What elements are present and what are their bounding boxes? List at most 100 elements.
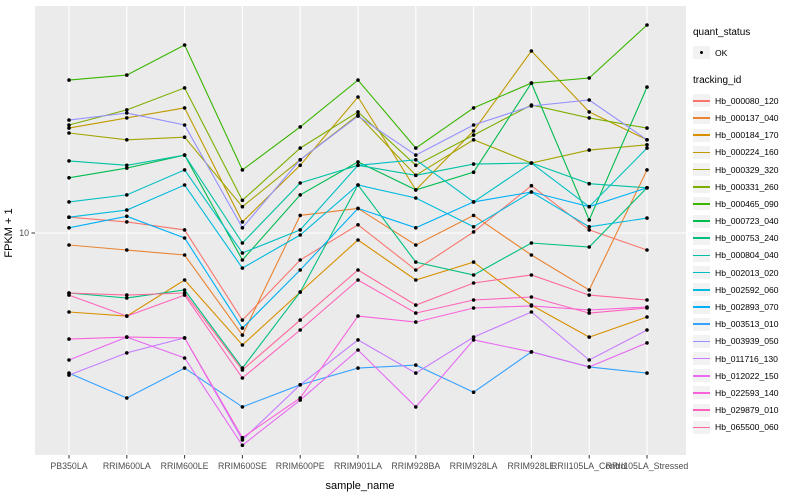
data-point (471, 170, 476, 174)
series-color-swatch (693, 94, 710, 108)
data-point (356, 95, 360, 99)
legend-item-label: Hb_002893_070 (715, 302, 779, 313)
data-point (587, 308, 591, 312)
data-point (587, 225, 591, 229)
data-point (587, 181, 591, 186)
series-line-icon (693, 409, 710, 411)
data-point (414, 226, 418, 230)
data-point (182, 356, 187, 360)
plot-panel (35, 6, 686, 455)
x-tick-label: RRIM600LE (161, 461, 209, 471)
legend-item-ok: OK (693, 44, 799, 61)
legend-item-label: Hb_003939_050 (715, 336, 779, 347)
data-point (587, 335, 591, 339)
series-color-swatch (693, 317, 710, 331)
data-point (240, 204, 245, 209)
data-point (587, 110, 591, 114)
series-color-swatch (693, 352, 710, 366)
data-point (182, 366, 187, 370)
legend-item-label: Hb_002013_020 (715, 267, 779, 278)
data-point (471, 335, 476, 339)
legend-item: Hb_000329_320 (693, 161, 799, 178)
y-tick-label: 10 (19, 228, 29, 238)
data-point (645, 23, 649, 27)
data-point (529, 253, 534, 257)
data-point (125, 293, 129, 297)
data-point (471, 230, 476, 234)
data-point (356, 183, 360, 187)
series-line-icon (693, 185, 710, 188)
data-point (67, 337, 71, 341)
data-point (125, 220, 129, 224)
data-point (587, 148, 591, 152)
legend-title-quant-status: quant_status (693, 27, 751, 38)
data-point (240, 220, 245, 224)
data-point (182, 183, 187, 187)
data-point (356, 78, 360, 82)
data-point (125, 163, 129, 168)
series-line-icon (693, 323, 710, 326)
data-point (414, 371, 418, 375)
data-point (67, 215, 71, 219)
legend-item-label: OK (715, 47, 728, 58)
x-tick-label: PB350LA (50, 461, 87, 471)
legend-item-label: Hb_000753_240 (715, 233, 779, 244)
data-point (125, 214, 129, 219)
data-point (645, 126, 649, 130)
legend-item: Hb_002592_060 (693, 281, 799, 298)
data-point (414, 243, 418, 247)
series-line-icon (693, 99, 710, 102)
series-color-swatch (693, 180, 710, 194)
data-point (414, 268, 418, 272)
series-color-swatch (693, 163, 710, 177)
data-point (414, 260, 418, 264)
series-line-icon (693, 117, 710, 119)
legend-item: Hb_000080_120 (693, 92, 799, 109)
data-point (125, 166, 129, 170)
data-point (645, 328, 649, 332)
x-tick-label: RRIM928LA (450, 461, 498, 471)
data-point (67, 373, 71, 377)
legend-item: Hb_000804_040 (693, 247, 799, 264)
data-point (240, 343, 245, 347)
legend-item: Hb_000184_170 (693, 127, 799, 144)
data-point (645, 186, 649, 190)
legend-item-label: Hb_003513_010 (715, 319, 779, 330)
data-point (587, 98, 591, 102)
data-point (529, 161, 534, 165)
data-point (240, 435, 245, 440)
data-point (414, 173, 418, 178)
data-point (298, 213, 303, 218)
data-point (298, 268, 303, 272)
series-color-swatch (693, 197, 710, 211)
legend-item-label: Hb_000224_160 (715, 147, 779, 158)
data-point (182, 153, 187, 157)
legend-item-label: Hb_012022_150 (715, 370, 779, 381)
data-point (414, 278, 418, 282)
data-point (356, 348, 360, 352)
data-point (529, 183, 534, 188)
legend-item-label: Hb_000184_170 (715, 130, 779, 141)
data-point (240, 368, 245, 372)
data-point (240, 198, 245, 203)
data-point (182, 336, 187, 340)
data-point (414, 146, 418, 150)
data-point (414, 163, 418, 168)
data-point (240, 241, 245, 245)
data-point (414, 158, 418, 162)
data-point (529, 350, 534, 354)
x-axis-title: sample_name (325, 480, 394, 492)
series-line-icon (693, 426, 710, 429)
legend-item: Hb_065500_060 (693, 419, 799, 436)
data-point (67, 358, 71, 362)
data-point (587, 293, 591, 297)
series-color-swatch (693, 248, 710, 262)
data-point (67, 291, 71, 295)
data-point (67, 226, 71, 230)
data-point (356, 110, 360, 114)
series-color-swatch (693, 214, 710, 228)
data-point (240, 226, 245, 230)
legend-item: Hb_000753_240 (693, 230, 799, 247)
data-point (67, 243, 71, 247)
